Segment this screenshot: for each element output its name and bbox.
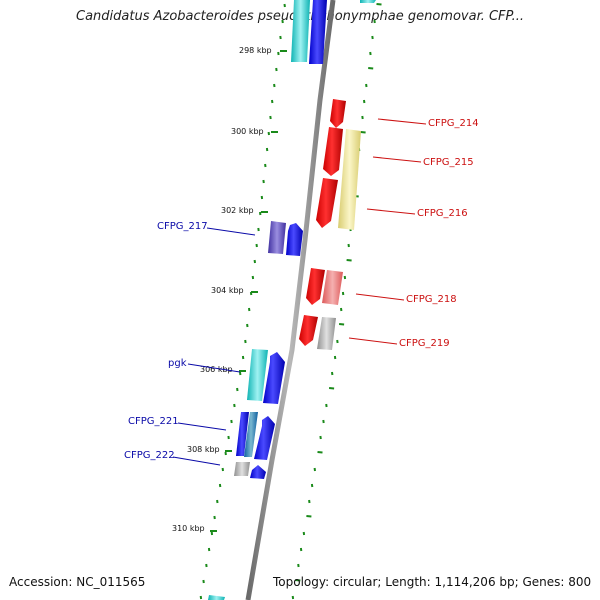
label-cfpg-217[interactable]: CFPG_217 bbox=[157, 221, 208, 232]
gene-yellow-215[interactable] bbox=[338, 129, 361, 230]
gene-blue-222[interactable] bbox=[250, 465, 266, 479]
label-cfpg-219[interactable]: CFPG_219 bbox=[399, 338, 450, 349]
left-gene-callouts: CFPG_217 pgk CFPG_221 CFPG_222 bbox=[124, 221, 256, 466]
tick-label-302: 302 kbp bbox=[221, 206, 254, 215]
label-cfpg-218[interactable]: CFPG_218 bbox=[406, 294, 457, 305]
leader-cfpg-215 bbox=[372, 156, 422, 163]
tick-label-308: 308 kbp bbox=[187, 445, 220, 454]
leader-pgk bbox=[187, 363, 241, 373]
accession-text: Accession: NC_011565 bbox=[9, 575, 146, 589]
ring-tick bbox=[368, 67, 374, 70]
gene-red-216[interactable] bbox=[316, 178, 338, 228]
ring-tick bbox=[329, 387, 335, 390]
tick-label-306: 306 kbp bbox=[200, 365, 233, 374]
ring-tick bbox=[306, 515, 312, 518]
leader-cfpg-218 bbox=[355, 293, 405, 301]
ring-tick bbox=[360, 131, 366, 134]
leader-cfpg-221 bbox=[177, 422, 227, 431]
gene-cyan-top[interactable] bbox=[291, 0, 310, 62]
position-tick-rings bbox=[199, 3, 382, 600]
label-pgk[interactable]: pgk bbox=[168, 358, 187, 369]
gene-pink-218[interactable] bbox=[322, 270, 343, 305]
gene-blue-top[interactable] bbox=[309, 0, 327, 64]
gene-purple-217[interactable] bbox=[268, 221, 286, 254]
scale-ticks: 298 kbp 300 kbp 302 kbp 304 kbp 306 kbp … bbox=[172, 46, 287, 533]
leader-cfpg-222 bbox=[172, 456, 221, 466]
gene-red-215[interactable] bbox=[323, 127, 343, 176]
ring-tick bbox=[376, 3, 382, 6]
genome-summary-text: Topology: circular; Length: 1,114,206 bp… bbox=[273, 575, 592, 589]
gene-gray-219[interactable] bbox=[317, 317, 336, 350]
gene-cyan-topright[interactable] bbox=[360, 0, 376, 3]
leader-cfpg-217 bbox=[206, 227, 256, 236]
tick-label-304: 304 kbp bbox=[211, 286, 244, 295]
gene-teal-221[interactable] bbox=[244, 412, 258, 457]
gene-blue-221b[interactable] bbox=[254, 416, 275, 460]
gene-gray-222[interactable] bbox=[234, 462, 250, 476]
right-gene-callouts: CFPG_214 CFPG_215 CFPG_216 CFPG_218 CFPG… bbox=[348, 118, 479, 349]
leader-cfpg-219 bbox=[348, 337, 398, 345]
gene-cyan-bottom[interactable] bbox=[208, 595, 225, 600]
label-cfpg-222[interactable]: CFPG_222 bbox=[124, 450, 175, 461]
gene-cyan-pgk[interactable] bbox=[247, 349, 268, 401]
gene-blue-221a[interactable] bbox=[236, 412, 249, 456]
ring-tick bbox=[295, 579, 301, 582]
right-strand-genes bbox=[299, 0, 376, 350]
gene-red-214[interactable] bbox=[330, 99, 346, 128]
genome-backbone bbox=[245, 0, 336, 600]
label-cfpg-216[interactable]: CFPG_216 bbox=[417, 208, 468, 219]
gene-red-219[interactable] bbox=[299, 315, 318, 346]
gene-blue-217[interactable] bbox=[286, 223, 303, 256]
ring-tick bbox=[346, 259, 352, 262]
label-cfpg-214[interactable]: CFPG_214 bbox=[428, 118, 479, 129]
leader-cfpg-214 bbox=[377, 118, 427, 125]
tick-label-300: 300 kbp bbox=[231, 127, 264, 136]
tick-label-310: 310 kbp bbox=[172, 524, 205, 533]
ring-tick bbox=[317, 451, 323, 454]
label-cfpg-221[interactable]: CFPG_221 bbox=[128, 416, 179, 427]
gene-red-218[interactable] bbox=[306, 268, 325, 305]
inner-tick-ring bbox=[199, 3, 286, 600]
ring-tick bbox=[339, 323, 345, 326]
left-strand-genes bbox=[208, 0, 327, 600]
tick-label-298: 298 kbp bbox=[239, 46, 272, 55]
leader-cfpg-216 bbox=[366, 208, 416, 215]
label-cfpg-215[interactable]: CFPG_215 bbox=[423, 157, 474, 168]
gene-blue-pgk[interactable] bbox=[263, 352, 285, 404]
